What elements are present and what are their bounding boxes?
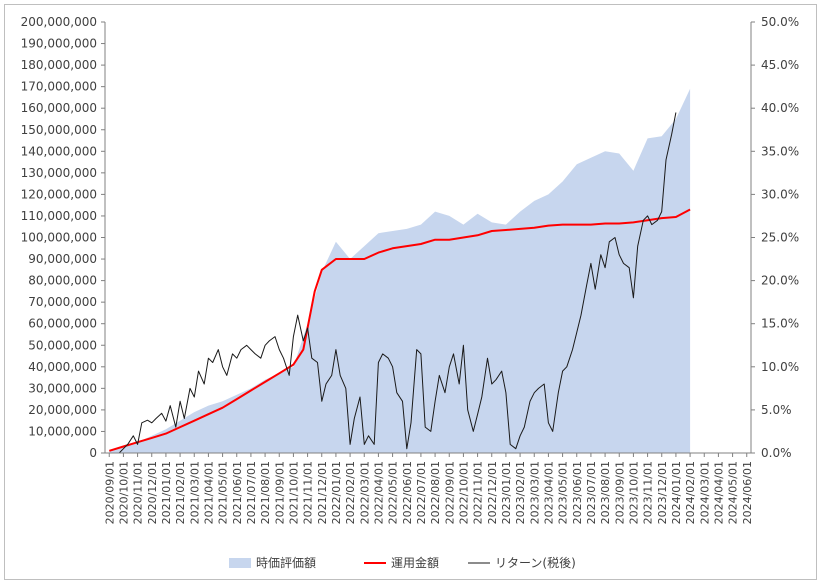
x-tick-label: 2023/04/01: [542, 461, 555, 524]
right-tick-label: 15.0%: [761, 317, 799, 331]
legend-label-return: リターン(税後): [495, 556, 576, 570]
x-tick-label: 2024/05/01: [727, 461, 740, 524]
x-tick-label: 2024/02/01: [684, 461, 697, 524]
x-tick-label: 2023/01/01: [500, 461, 513, 524]
left-tick-label: 40,000,000: [28, 360, 97, 374]
x-tick-label: 2023/09/01: [613, 461, 626, 524]
left-tick-label: 110,000,000: [21, 209, 97, 223]
left-tick-label: 200,000,000: [21, 15, 97, 29]
x-tick-label: 2021/08/01: [259, 461, 272, 524]
left-tick-label: 90,000,000: [28, 252, 97, 266]
left-tick-label: 170,000,000: [21, 80, 97, 94]
x-tick-label: 2021/10/01: [287, 461, 300, 524]
right-tick-label: 40.0%: [761, 101, 799, 115]
x-tick-label: 2023/06/01: [571, 461, 584, 524]
chart-frame: 0 10,000,000 20,000,000 30,000,000 40,000,00…: [4, 4, 817, 580]
x-tick-label: 2024/03/01: [698, 461, 711, 524]
x-tick-label: 2022/05/01: [387, 461, 400, 524]
plot-area: [109, 88, 691, 454]
x-tick-label: 2022/08/01: [429, 461, 442, 524]
axes: 0 10,000,000 20,000,000 30,000,000 40,000,00…: [21, 15, 799, 524]
legend: 時価評価額 運用金額 リターン(税後): [229, 555, 576, 570]
series-area-market-value: [109, 88, 691, 454]
x-tick-label: 2022/12/01: [486, 461, 499, 524]
left-tick-label: 130,000,000: [21, 166, 97, 180]
left-tick-label: 30,000,000: [28, 381, 97, 395]
x-tick-label: 2022/03/01: [358, 461, 371, 524]
x-tick-label: 2022/11/01: [472, 461, 485, 524]
x-tick-label: 2021/12/01: [316, 461, 329, 524]
x-tick-label: 2021/06/01: [231, 461, 244, 524]
x-tick-label: 2023/02/01: [514, 461, 527, 524]
left-tick-label: 180,000,000: [21, 58, 97, 72]
left-tick-label: 80,000,000: [28, 274, 97, 288]
right-tick-label: 5.0%: [761, 403, 792, 417]
left-tick-label: 160,000,000: [21, 101, 97, 115]
x-tick-label: 2022/04/01: [372, 461, 385, 524]
x-tick-label: 2021/05/01: [217, 461, 230, 524]
legend-label-market-value: 時価評価額: [256, 555, 316, 570]
left-tick-label: 50,000,000: [28, 338, 97, 352]
x-tick-label: 2023/10/01: [627, 461, 640, 524]
x-tick-label: 2024/04/01: [712, 461, 725, 524]
x-tick-label: 2021/09/01: [273, 461, 286, 524]
right-tick-label: 50.0%: [761, 15, 799, 29]
right-tick-label: 25.0%: [761, 231, 799, 245]
x-tick-label: 2022/01/01: [330, 461, 343, 524]
right-tick-label: 35.0%: [761, 144, 799, 158]
x-tick-label: 2021/04/01: [202, 461, 215, 524]
x-tick-label: 2024/06/01: [741, 461, 754, 524]
x-tick-label: 2022/07/01: [415, 461, 428, 524]
x-tick-label: 2023/08/01: [599, 461, 612, 524]
x-tick-label: 2021/07/01: [245, 461, 258, 524]
left-tick-label: 10,000,000: [28, 424, 97, 438]
left-tick-label: 60,000,000: [28, 317, 97, 331]
series-line-return: [109, 112, 677, 454]
legend-swatch-market-value: [229, 558, 251, 568]
x-tick-label: 2020/11/01: [132, 461, 145, 524]
legend-label-invested: 運用金額: [391, 555, 439, 570]
left-tick-label: 20,000,000: [28, 403, 97, 417]
x-tick-label: 2023/03/01: [528, 461, 541, 524]
x-tick-label: 2023/12/01: [656, 461, 669, 524]
left-tick-label: 70,000,000: [28, 295, 97, 309]
left-tick-label: 190,000,000: [21, 37, 97, 51]
x-tick-label: 2020/09/01: [103, 461, 116, 524]
left-tick-label: 150,000,000: [21, 123, 97, 137]
left-tick-label: 120,000,000: [21, 187, 97, 201]
x-tick-label: 2024/01/01: [670, 461, 683, 524]
left-tick-label: 0: [89, 446, 97, 460]
right-tick-label: 20.0%: [761, 274, 799, 288]
x-tick-label: 2021/03/01: [188, 461, 201, 524]
right-tick-label: 30.0%: [761, 187, 799, 201]
x-tick-label: 2021/02/01: [174, 461, 187, 524]
x-tick-label: 2023/11/01: [642, 461, 655, 524]
chart-svg: 0 10,000,000 20,000,000 30,000,000 40,000,00…: [21, 15, 799, 570]
left-tick-label: 140,000,000: [21, 144, 97, 158]
x-tick-label: 2021/11/01: [302, 461, 315, 524]
left-tick-label: 100,000,000: [21, 231, 97, 245]
x-tick-label: 2022/09/01: [443, 461, 456, 524]
right-tick-label: 0.0%: [761, 446, 792, 460]
x-tick-label: 2023/05/01: [557, 461, 570, 524]
x-tick-label: 2020/10/01: [117, 461, 130, 524]
x-tick-label: 2020/12/01: [146, 461, 159, 524]
x-tick-label: 2022/02/01: [344, 461, 357, 524]
series-line-invested: [109, 208, 691, 452]
x-tick-label: 2022/06/01: [401, 461, 414, 524]
x-tick-label: 2021/01/01: [160, 461, 173, 524]
x-tick-label: 2022/10/01: [457, 461, 470, 524]
right-tick-label: 45.0%: [761, 58, 799, 72]
right-tick-label: 10.0%: [761, 360, 799, 374]
x-tick-label: 2023/07/01: [585, 461, 598, 524]
